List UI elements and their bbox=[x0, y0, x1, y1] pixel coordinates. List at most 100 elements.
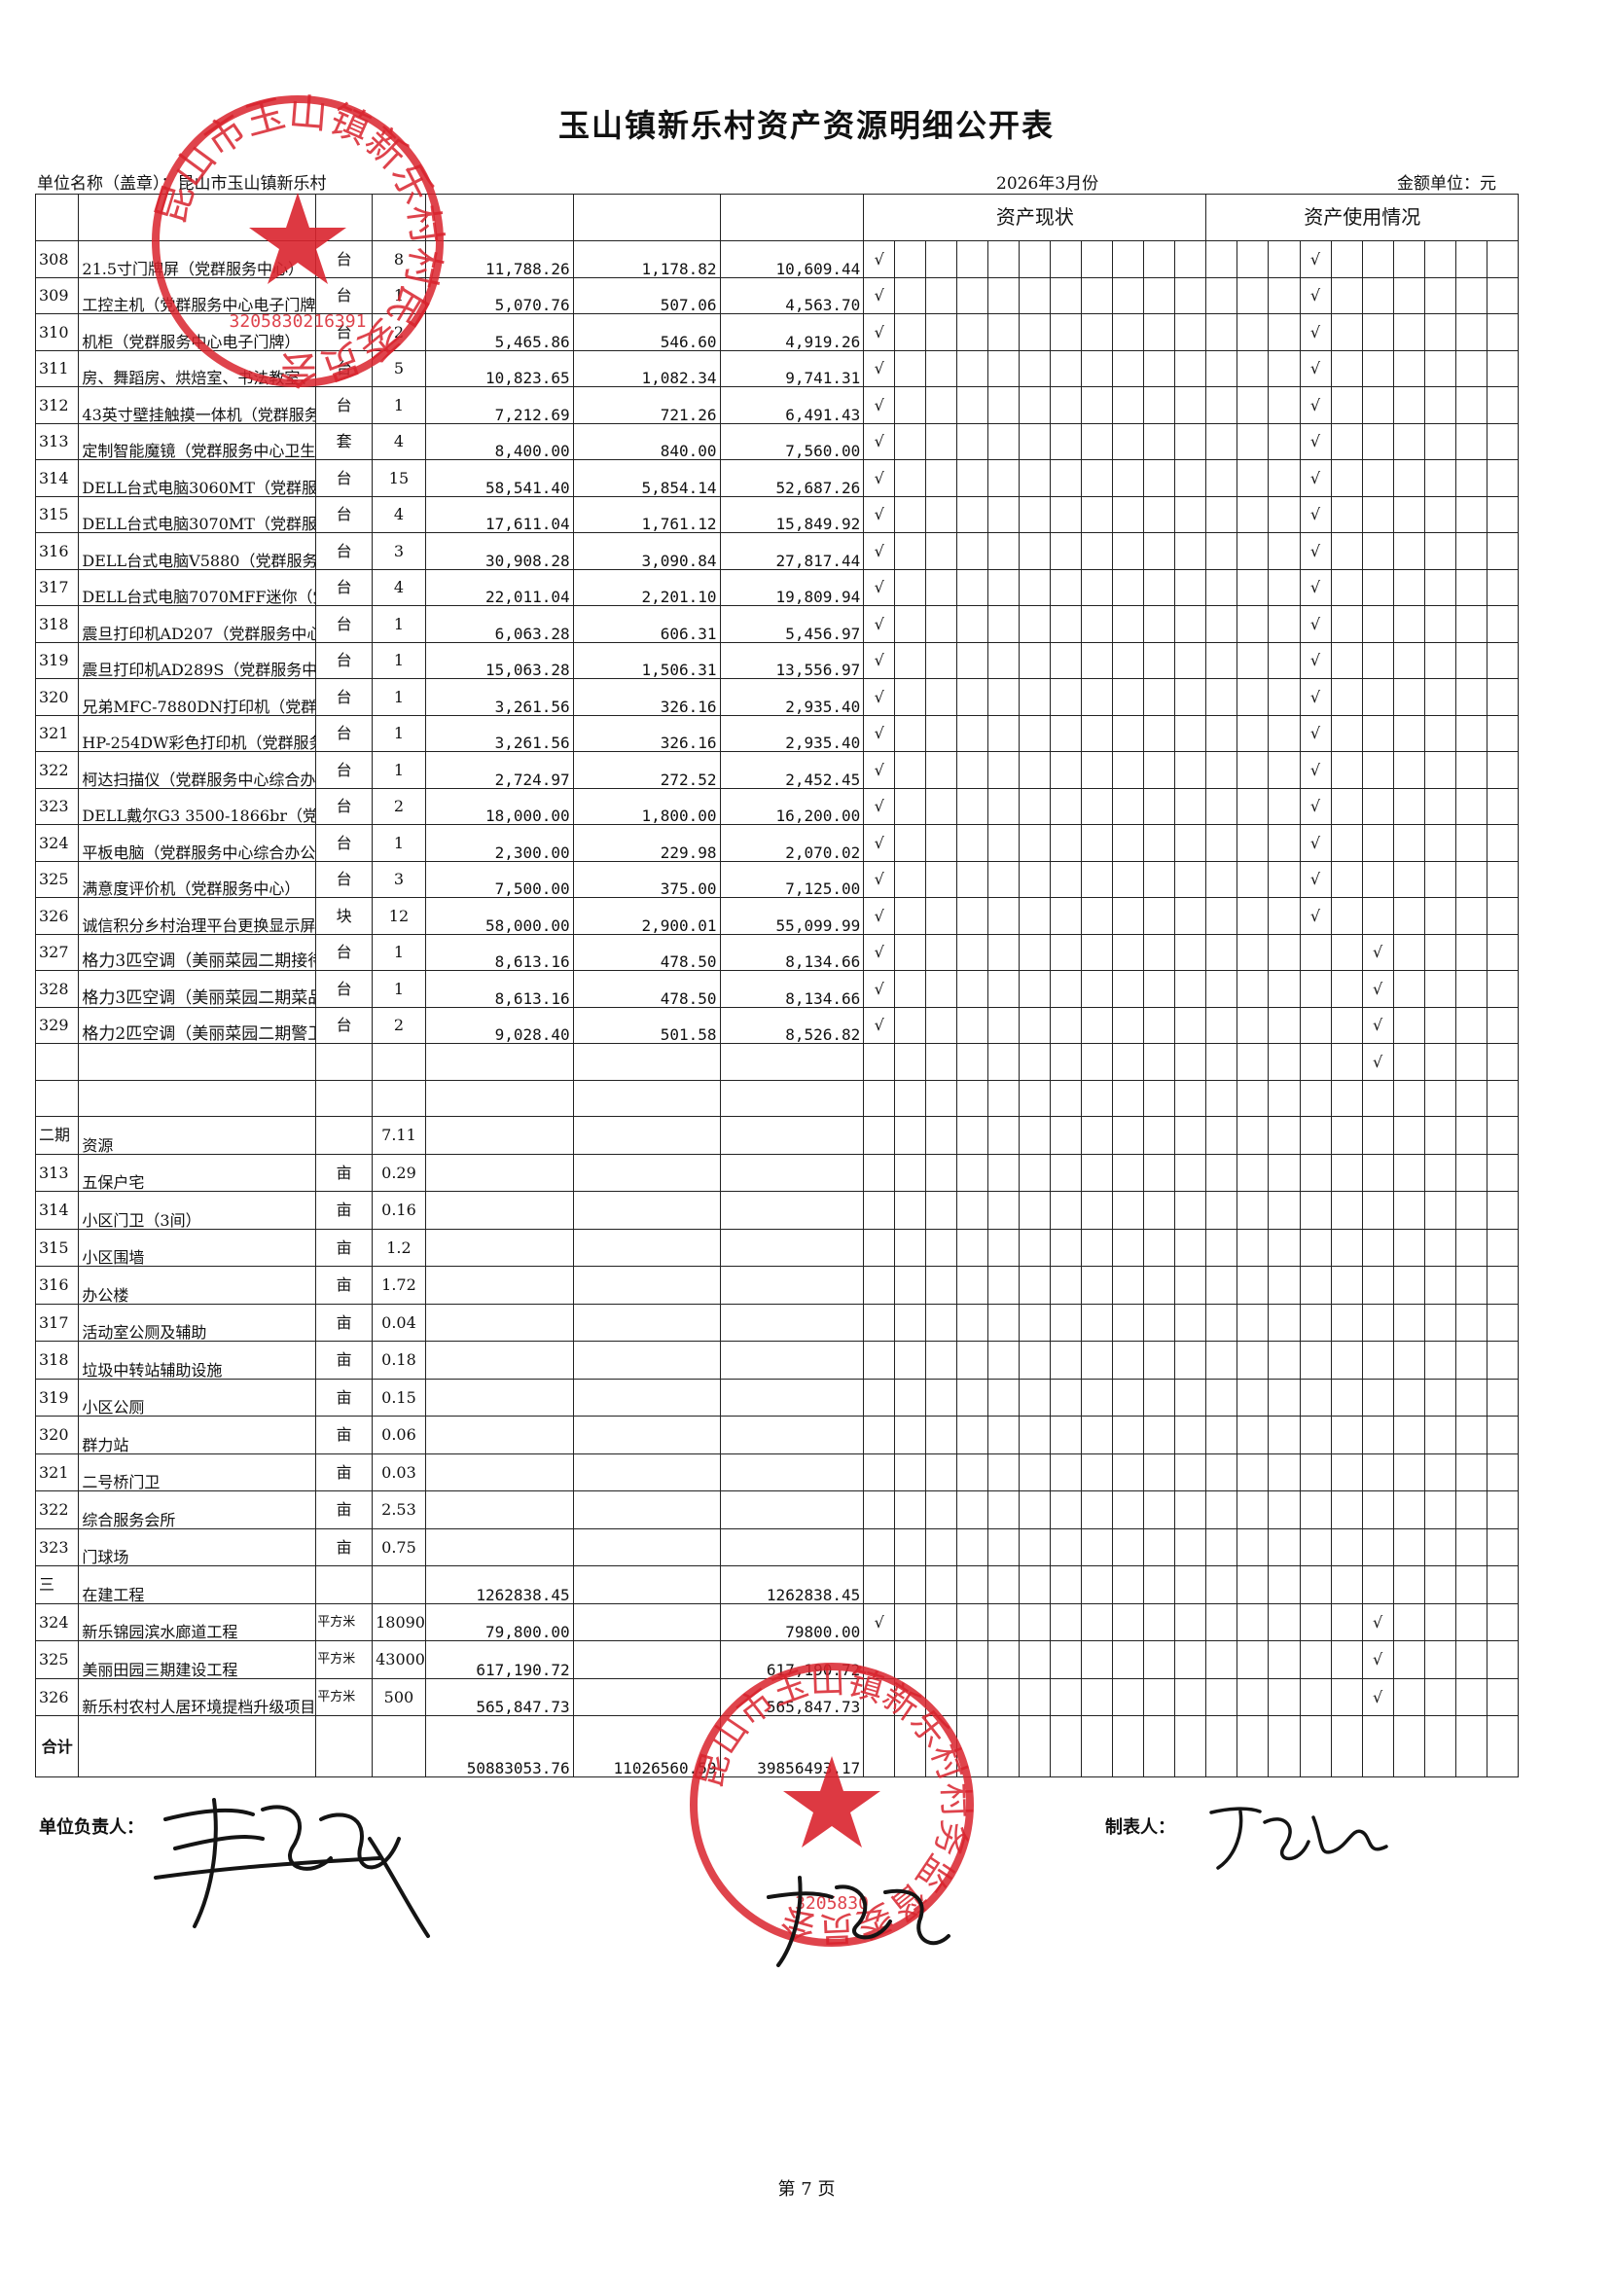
check-cell bbox=[1081, 1153, 1114, 1192]
check-cell bbox=[1112, 1715, 1145, 1777]
usage-check-cell bbox=[1392, 897, 1425, 935]
unit-cell: 平方米 bbox=[315, 1602, 374, 1641]
check-cell bbox=[1423, 1527, 1456, 1566]
usage-check-cell bbox=[1423, 641, 1456, 679]
usage-check-cell bbox=[1361, 568, 1394, 606]
net-value-cell: 79800.00 bbox=[719, 1602, 865, 1641]
usage-check-cell bbox=[1392, 751, 1425, 789]
status-check-cell bbox=[1112, 240, 1145, 278]
quantity-cell bbox=[372, 1565, 426, 1604]
status-check-cell bbox=[1112, 897, 1145, 935]
empty-cell bbox=[719, 1043, 865, 1081]
usage-check-cell bbox=[1205, 1677, 1238, 1716]
asset-row: 317DELL台式电脑7070MFF迷你（党群服务中心）台422,011.042… bbox=[34, 568, 1520, 606]
status-check-cell bbox=[987, 532, 1021, 570]
usage-check-cell bbox=[1392, 276, 1425, 314]
check-cell bbox=[894, 1153, 927, 1192]
asset-status-heading: 资产现状 bbox=[863, 194, 1207, 241]
usage-check-cell bbox=[1486, 386, 1520, 424]
status-check-cell bbox=[1081, 860, 1114, 898]
row-number: 316 bbox=[34, 1266, 80, 1305]
check-cell bbox=[925, 1153, 958, 1192]
usage-check-cell bbox=[1205, 240, 1238, 278]
status-check-cell bbox=[1112, 1602, 1145, 1641]
check-cell bbox=[987, 1341, 1021, 1380]
usage-check-cell bbox=[1205, 422, 1238, 460]
usage-check-cell bbox=[1205, 897, 1238, 935]
usage-check-cell bbox=[1205, 386, 1238, 424]
original-value-cell: 30,908.28 bbox=[424, 532, 574, 570]
check-cell bbox=[1486, 1116, 1520, 1155]
usage-check-cell bbox=[1486, 824, 1520, 862]
original-value-cell: 1262838.45 bbox=[424, 1565, 574, 1604]
check-cell bbox=[863, 1490, 896, 1529]
status-check-cell bbox=[1019, 313, 1052, 351]
land-row: 313 五保户宅亩 0.29 bbox=[34, 1153, 1520, 1192]
status-check-cell bbox=[894, 495, 927, 533]
depreciation-cell: 721.26 bbox=[572, 386, 721, 424]
check-cell bbox=[1454, 1378, 1488, 1417]
net-value-cell: 19,809.94 bbox=[719, 568, 865, 606]
usage-check-cell bbox=[1423, 678, 1456, 716]
check-cell bbox=[1081, 1565, 1114, 1604]
net-value-cell bbox=[719, 1453, 865, 1491]
asset-name: 兄弟MFC-7880DN打印机（党群服务中心综合办公室） bbox=[78, 678, 317, 716]
usage-check-cell bbox=[1454, 970, 1488, 1008]
check-cell bbox=[1205, 1378, 1238, 1417]
status-check-cell bbox=[1143, 349, 1176, 387]
usage-check-cell bbox=[1268, 641, 1301, 679]
check-cell bbox=[1081, 1527, 1114, 1566]
check-cell bbox=[1361, 1378, 1394, 1417]
check-cell bbox=[1143, 1527, 1176, 1566]
check-cell bbox=[1423, 1153, 1456, 1192]
unit-cell bbox=[315, 1565, 374, 1604]
usage-check-cell: √ bbox=[1299, 240, 1332, 278]
usage-check-cell bbox=[1268, 970, 1301, 1008]
check-cell bbox=[1143, 1715, 1176, 1777]
status-check-cell bbox=[1112, 1043, 1145, 1081]
usage-check-cell: √ bbox=[1299, 422, 1332, 460]
usage-check-cell bbox=[1330, 678, 1363, 716]
usage-check-cell bbox=[1454, 605, 1488, 643]
depreciation-cell bbox=[572, 1677, 721, 1716]
status-check-cell bbox=[1143, 1602, 1176, 1641]
check-cell bbox=[863, 1416, 896, 1454]
status-check-cell bbox=[1050, 422, 1083, 460]
item-name: 群力站 bbox=[78, 1416, 317, 1454]
check-cell bbox=[1392, 1416, 1425, 1454]
usage-check-cell bbox=[1486, 276, 1520, 314]
status-check-cell bbox=[894, 605, 927, 643]
net-value-cell: 8,134.66 bbox=[719, 933, 865, 971]
original-value-cell bbox=[424, 1416, 574, 1454]
status-check-cell bbox=[987, 970, 1021, 1008]
status-check-cell bbox=[956, 276, 989, 314]
construction-row: 325 美丽田园三期建设工程 平方米 43000 617,190.72 617,190.7… bbox=[34, 1640, 1520, 1679]
check-cell bbox=[1050, 1266, 1083, 1305]
asset-row: 318 震旦打印机AD207（党群服务中心）台 1 6,063.28 606.31 5,4… bbox=[34, 605, 1520, 643]
check-cell bbox=[1081, 1116, 1114, 1155]
status-check-cell bbox=[1174, 1079, 1207, 1117]
status-check-cell bbox=[863, 1043, 896, 1081]
check-cell bbox=[1423, 1228, 1456, 1267]
status-check-cell bbox=[894, 1079, 927, 1117]
status-check-cell bbox=[1019, 970, 1052, 1008]
status-check-cell bbox=[894, 240, 927, 278]
usage-check-cell bbox=[1268, 751, 1301, 789]
check-cell bbox=[1112, 1191, 1145, 1230]
usage-check-cell bbox=[1423, 313, 1456, 351]
check-cell bbox=[1237, 1303, 1270, 1342]
asset-name: 震旦打印机AD207（党群服务中心） bbox=[78, 605, 317, 643]
quantity-cell: 3 bbox=[372, 532, 426, 570]
check-cell bbox=[1268, 1266, 1301, 1305]
check-cell bbox=[956, 1453, 989, 1491]
check-cell bbox=[1299, 1153, 1332, 1192]
check-cell bbox=[1392, 1490, 1425, 1529]
net-value-cell: 27,817.44 bbox=[719, 532, 865, 570]
status-check-cell bbox=[1112, 1677, 1145, 1716]
usage-check-cell bbox=[1423, 1640, 1456, 1679]
check-cell bbox=[863, 1191, 896, 1230]
status-check-cell: √ bbox=[863, 386, 896, 424]
usage-check-cell bbox=[1454, 1640, 1488, 1679]
usage-check-cell bbox=[1361, 860, 1394, 898]
quantity-cell: 0.29 bbox=[372, 1153, 426, 1192]
